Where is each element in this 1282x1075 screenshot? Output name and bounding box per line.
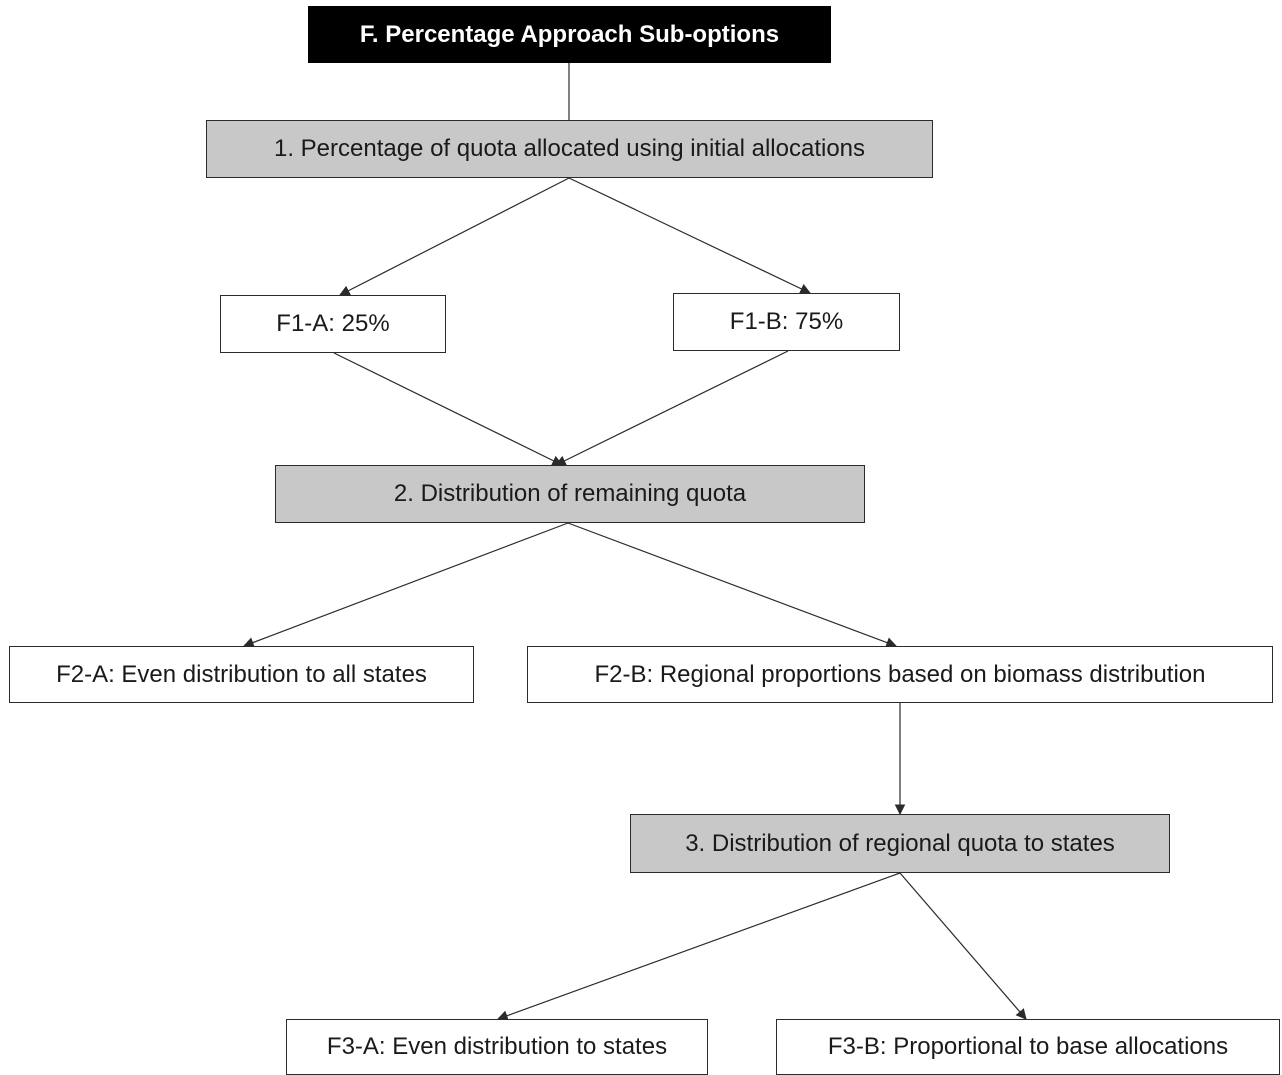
option-f3b-box: F3-B: Proportional to base allocations (776, 1019, 1280, 1075)
edge-step2-f2b (567, 522, 898, 648)
edge-step3-f3a (496, 872, 901, 1021)
diagram-title: F. Percentage Approach Sub-options (308, 6, 831, 63)
option-f1a-box: F1-A: 25% (220, 295, 446, 353)
step-2-box: 2. Distribution of remaining quota (275, 465, 865, 523)
edge-step1-f1a (339, 177, 570, 296)
option-f1b-box: F1-B: 75% (673, 293, 900, 351)
option-f2a-box: F2-A: Even distribution to all states (9, 646, 474, 703)
step-3-box: 3. Distribution of regional quota to sta… (630, 814, 1170, 873)
edge-step3-f3b (899, 872, 1027, 1020)
option-f3a-box: F3-A: Even distribution to states (286, 1019, 708, 1075)
step-1-box: 1. Percentage of quota allocated using i… (206, 120, 933, 178)
edge-step2-f2a (242, 522, 569, 648)
edge-f1b-step2 (555, 350, 789, 466)
edge-f1a-step2 (333, 352, 563, 466)
edge-step1-f1b (568, 177, 811, 294)
option-f2b-box: F2-B: Regional proportions based on biom… (527, 646, 1273, 703)
